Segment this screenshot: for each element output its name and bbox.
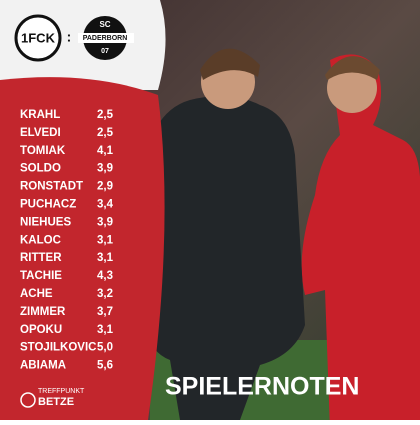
away-logo-text: SC — [99, 20, 110, 29]
home-logo-text: 1FCK — [21, 30, 56, 45]
brand-line1: TREFFPUNKT — [38, 388, 85, 395]
player-name: NIEHUES — [20, 216, 71, 228]
player-grade: 2,9 — [97, 181, 113, 193]
list-panel — [0, 77, 165, 421]
away-logo-name: PADERBORN — [83, 35, 128, 42]
separator: : — [67, 29, 72, 45]
player-name: OPOKU — [20, 324, 62, 336]
player-name: KALOC — [20, 234, 61, 246]
player-grade: 4,1 — [97, 145, 114, 157]
player-list: KRAHL 2,5 ELVEDI 2,5 TOMIAK 4,1 SOLDO 3,9 RONSTA… — [20, 109, 114, 372]
player-grade: 3,2 — [97, 288, 113, 300]
away-logo-band — [78, 33, 134, 43]
player-right — [301, 54, 420, 425]
player-name: TOMIAK — [20, 145, 66, 157]
away-logo-year: 07 — [101, 48, 109, 55]
player-name: ACHE — [20, 288, 53, 300]
player-grade: 3,1 — [97, 324, 114, 336]
player-name: RONSTADT — [20, 181, 83, 193]
player-grade: 3,9 — [97, 216, 113, 228]
player-right-head — [327, 63, 377, 113]
player-grade: 2,5 — [97, 127, 114, 139]
player-grade: 3,9 — [97, 163, 113, 175]
title: SPIELERNOTEN — [165, 373, 359, 401]
player-name: ELVEDI — [20, 127, 61, 139]
player-left-hair — [200, 48, 260, 80]
brand-icon — [20, 392, 36, 408]
player-grade: 5,0 — [97, 342, 113, 354]
player-name: ZIMMER — [20, 306, 66, 318]
player-grade: 3,4 — [97, 199, 114, 211]
player-grade: 3,7 — [97, 306, 113, 318]
player-left — [145, 96, 305, 420]
player-name: RITTER — [20, 252, 62, 264]
player-right-hair — [325, 56, 380, 80]
player-name: ABIAMA — [20, 360, 66, 372]
player-name: STOJILKOVIC — [20, 342, 96, 354]
home-logo — [14, 14, 62, 62]
brand-line2: BETZE — [38, 396, 74, 408]
player-grade: 3,1 — [97, 234, 114, 246]
player-grade: 4,3 — [97, 270, 113, 282]
player-name: SOLDO — [20, 163, 61, 175]
player-name: KRAHL — [20, 109, 60, 121]
player-grade: 5,6 — [97, 360, 113, 372]
player-grade: 3,1 — [97, 252, 114, 264]
player-name: PUCHACZ — [20, 199, 76, 211]
player-grade: 2,5 — [97, 109, 114, 121]
player-name: TACHIE — [20, 270, 62, 282]
